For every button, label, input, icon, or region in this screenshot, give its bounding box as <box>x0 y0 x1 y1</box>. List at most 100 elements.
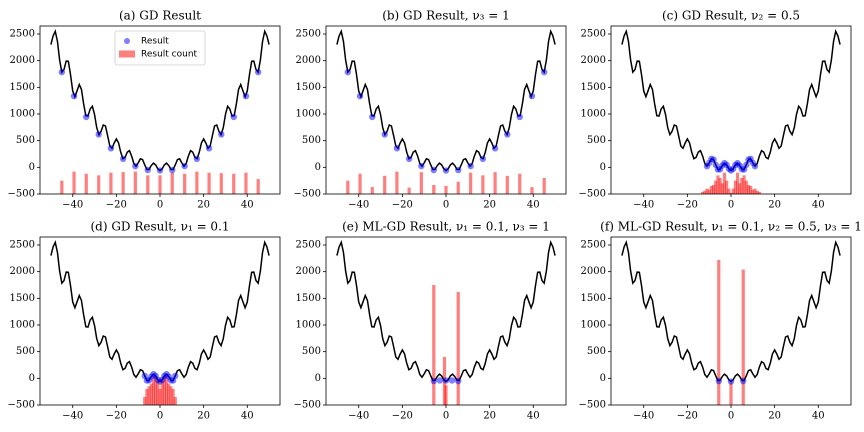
x-tick-label: 20 <box>768 411 781 422</box>
result-point <box>455 377 462 385</box>
subplot: (d) GD Result, ν₁ = 0.1 −40 −20 0 20 40 −500 0 5… <box>8 220 281 422</box>
histogram-bar <box>741 269 745 405</box>
histogram-bar <box>720 183 724 194</box>
x-tick-label: 0 <box>157 411 163 422</box>
plot-area <box>336 28 556 194</box>
histogram-bar <box>170 172 174 194</box>
histogram-bar <box>757 191 761 194</box>
subplot-title: (a) GD Result <box>119 9 201 23</box>
curve <box>621 239 841 383</box>
legend-swatch <box>119 50 135 58</box>
histogram-bar <box>751 189 755 194</box>
y-tick-label: 1500 <box>581 82 606 93</box>
axes-frame <box>325 236 567 406</box>
result-point <box>242 92 250 100</box>
histogram-bar <box>146 175 150 194</box>
y-tick-label: 1500 <box>10 293 35 304</box>
y-tick-label: 0 <box>29 373 35 384</box>
histogram-bar <box>169 386 173 405</box>
histogram-bar <box>729 382 733 405</box>
y-tick-label: 500 <box>587 135 606 146</box>
y-tick-label: 500 <box>587 346 606 357</box>
result-point <box>436 377 444 384</box>
histogram-bar <box>738 183 742 194</box>
subplot: (b) GD Result, ν₃ = 1 −40 −20 0 20 40 −500 0 500… <box>294 9 567 211</box>
histogram-bar <box>707 189 711 194</box>
result-point <box>442 377 450 384</box>
legend-label: Result count <box>141 50 198 60</box>
result-point <box>254 68 262 76</box>
result-point <box>193 155 201 163</box>
histogram-bar <box>256 179 260 194</box>
y-tick-label: −500 <box>294 400 321 411</box>
plot-area <box>50 239 270 405</box>
histogram-bar <box>395 171 399 194</box>
x-tick-label: 40 <box>812 411 825 422</box>
x-tick-label: −40 <box>62 411 83 422</box>
histogram-bar <box>718 178 722 194</box>
histogram-bar <box>444 385 448 405</box>
y-tick-label: 1500 <box>581 293 606 304</box>
axes-frame <box>610 236 852 406</box>
histogram-bar <box>742 175 746 194</box>
x-tick-label: 0 <box>443 200 449 211</box>
histogram-bar <box>493 172 497 194</box>
histogram-bar <box>160 381 164 405</box>
histogram-bar <box>717 259 721 405</box>
x-tick-label: 40 <box>241 411 254 422</box>
plot-area <box>336 239 556 405</box>
result-point <box>479 155 487 163</box>
result-point <box>442 167 450 174</box>
histogram-bar <box>232 173 236 194</box>
result-point <box>95 131 102 138</box>
histogram-bar <box>72 171 76 194</box>
result-point <box>418 162 425 170</box>
legend-marker <box>124 38 130 44</box>
result-point <box>516 113 523 121</box>
histogram-bar <box>407 187 411 194</box>
result-point <box>504 131 511 138</box>
histogram-bar <box>173 397 177 405</box>
result-point <box>107 145 115 152</box>
axes-frame <box>325 25 567 195</box>
histogram-bar <box>346 180 350 194</box>
y-tick-label: 0 <box>315 373 321 384</box>
result-point <box>218 131 225 138</box>
y-tick-label: 2500 <box>296 240 321 251</box>
y-tick-label: 500 <box>302 346 321 357</box>
histogram-bar <box>154 375 158 405</box>
histogram-bar <box>505 175 509 194</box>
y-tick-label: 1500 <box>10 82 35 93</box>
x-tick-label: 20 <box>483 200 496 211</box>
histogram-bar <box>725 180 729 194</box>
y-tick-label: 500 <box>16 135 35 146</box>
x-tick-label: −20 <box>392 411 413 422</box>
histogram-bar <box>729 192 733 194</box>
x-tick-label: 20 <box>197 411 210 422</box>
histogram-bar <box>469 172 473 194</box>
histogram-bar <box>419 172 423 194</box>
histogram-bar <box>735 172 740 194</box>
x-tick-label: −40 <box>633 411 654 422</box>
histogram-bar <box>145 389 149 405</box>
subplot: (a) GD Result −40 −20 0 20 40 −500 0 500 1000 1500… <box>8 9 281 211</box>
y-tick-label: 500 <box>16 346 35 357</box>
x-tick-label: 40 <box>527 411 540 422</box>
result-point <box>144 166 151 174</box>
x-tick-label: −20 <box>106 411 127 422</box>
x-tick-label: 20 <box>197 200 210 211</box>
curve <box>50 239 270 383</box>
result-point <box>540 68 548 76</box>
subplot-title: (f) ML-GD Result, ν₁ = 0.1, ν₂ = 0.5, ν₃… <box>600 220 862 234</box>
result-point <box>715 377 722 385</box>
histogram-bar <box>731 188 735 194</box>
result-point <box>710 156 717 163</box>
y-tick-label: 500 <box>302 135 321 146</box>
x-tick-label: 20 <box>483 411 496 422</box>
y-tick-label: 1000 <box>296 320 321 331</box>
result-point <box>528 92 536 100</box>
histogram-bar <box>171 389 175 405</box>
result-point <box>205 145 213 152</box>
result-point <box>491 145 499 152</box>
y-tick-label: 1000 <box>581 320 606 331</box>
